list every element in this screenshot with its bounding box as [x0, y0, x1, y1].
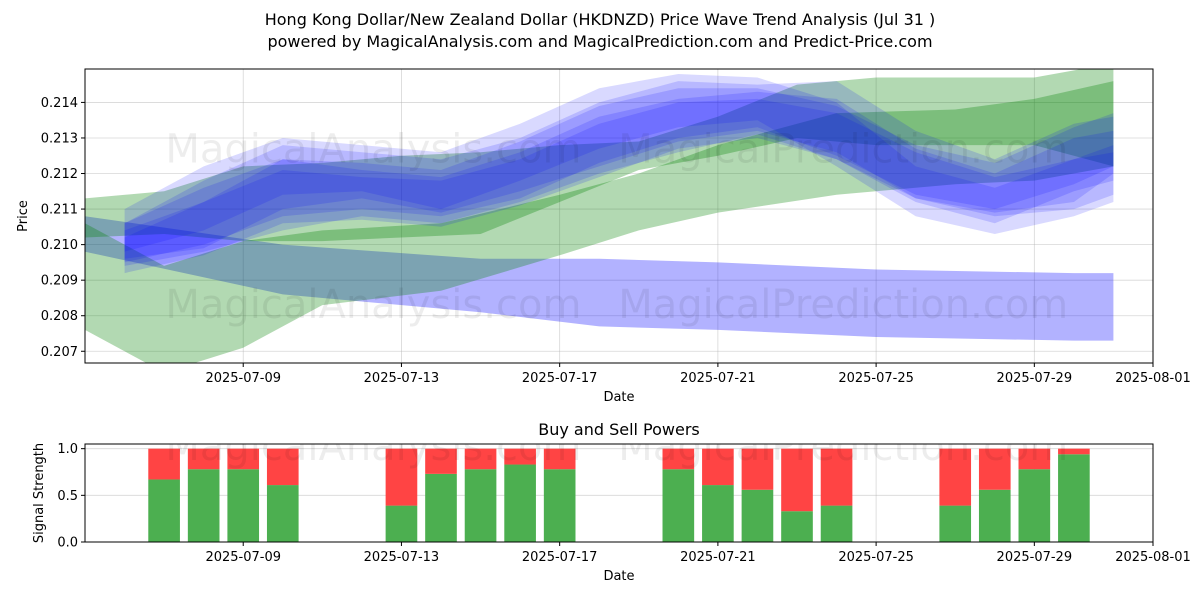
buy-bar	[504, 464, 536, 542]
x-tick-label: 2025-07-25	[838, 550, 914, 565]
buy-bar	[385, 505, 418, 542]
wave-band-blue-6	[124, 88, 1114, 263]
x-tick-label: 2025-07-17	[522, 550, 598, 565]
x-tick-label: 2025-07-13	[364, 371, 440, 386]
x-axis-label: Date	[603, 569, 634, 584]
x-tick-label: 2025-07-29	[997, 550, 1073, 565]
y-tick-label: 0.208	[41, 309, 78, 324]
wave-band-blue-4	[124, 91, 1114, 266]
buy-bar	[741, 489, 774, 542]
wave-band-green-1	[85, 81, 1114, 363]
buy-bar	[1058, 454, 1090, 542]
buy-bar	[781, 511, 813, 542]
wave-band-green-2	[85, 69, 1114, 242]
wave-band-blue-3	[124, 81, 1114, 259]
buy-bar	[1018, 469, 1051, 542]
watermark-text: MagicalAnalysis.com	[165, 126, 581, 172]
plot-area: MagicalAnalysis.com MagicalPrediction.com…	[85, 69, 1114, 363]
sell-bar	[464, 448, 497, 470]
sell-bar	[939, 448, 972, 506]
x-tick-label: 2025-07-09	[205, 371, 281, 386]
wave-band-blue-5	[124, 74, 1114, 252]
sell-bar	[148, 448, 180, 480]
y-tick-label: 0.5	[57, 489, 78, 504]
buy-bar	[702, 485, 734, 542]
watermark-text: MagicalPrediction.com	[618, 282, 1068, 328]
buy-bar	[662, 469, 695, 542]
y-tick-label: 0.212	[41, 167, 78, 182]
sell-bar	[1018, 448, 1051, 470]
watermark-text: MagicalAnalysis.com	[165, 424, 581, 470]
sell-bar	[702, 448, 734, 486]
buy-bar	[820, 505, 853, 542]
y-tick-label: 0.207	[41, 345, 78, 360]
subplot-title: Buy and Sell Powers	[538, 420, 700, 439]
x-tick-label: 2025-08-01	[1115, 371, 1191, 386]
y-tick-label: 0.214	[41, 96, 78, 111]
buy-bar	[148, 479, 180, 542]
y-tick-label: 1.0	[57, 442, 78, 457]
watermark-text: MagicalAnalysis.com	[165, 282, 581, 328]
axes-frame	[84, 68, 1154, 364]
sell-bar	[820, 448, 853, 506]
y-axis-label: Price	[16, 200, 31, 232]
buy-bar	[464, 469, 497, 542]
sell-bar	[978, 448, 1011, 490]
wave-band-blue-0	[85, 216, 1114, 341]
buy-bar	[227, 469, 260, 542]
x-tick-label: 2025-07-09	[205, 550, 281, 565]
watermark-text: MagicalPrediction.com	[618, 126, 1068, 172]
chart-subtitle: powered by MagicalAnalysis.com and Magic…	[267, 32, 933, 51]
buy-bar	[266, 485, 299, 542]
x-tick-label: 2025-07-29	[997, 371, 1073, 386]
plot-area: MagicalAnalysis.com MagicalPrediction.com	[148, 424, 1090, 542]
watermark-text: MagicalPrediction.com	[618, 424, 1068, 470]
buy-bar	[939, 505, 972, 542]
buy-bar	[425, 473, 457, 542]
x-axis-label: Date	[603, 390, 634, 405]
buy-bar	[543, 469, 576, 542]
buy-sell-power-plot: MagicalAnalysis.com MagicalPrediction.com…	[32, 420, 1191, 584]
y-axis-label: Signal Strength	[32, 443, 47, 543]
sell-bar	[425, 448, 457, 474]
y-tick-label: 0.211	[41, 203, 78, 218]
chart-title: Hong Kong Dollar/New Zealand Dollar (HKD…	[264, 10, 936, 29]
buy-bar	[187, 469, 220, 542]
sell-bar	[543, 448, 576, 470]
x-tick-label: 2025-07-21	[680, 550, 756, 565]
y-tick-label: 0.0	[57, 536, 78, 551]
sell-bar	[1058, 448, 1090, 455]
wave-band-blue-7	[124, 98, 1114, 274]
x-tick-label: 2025-07-17	[522, 371, 598, 386]
price-wave-plot: MagicalAnalysis.com MagicalPrediction.com…	[16, 68, 1191, 405]
y-tick-label: 0.213	[41, 131, 78, 146]
y-tick-label: 0.209	[41, 274, 78, 289]
sell-bar	[781, 448, 813, 512]
x-tick-label: 2025-07-13	[364, 550, 440, 565]
x-tick-label: 2025-08-01	[1115, 550, 1191, 565]
axes-frame	[84, 443, 1154, 543]
x-tick-label: 2025-07-21	[680, 371, 756, 386]
sell-bar	[504, 448, 536, 465]
x-tick-label: 2025-07-25	[838, 371, 914, 386]
y-tick-label: 0.210	[41, 238, 78, 253]
sell-bar	[741, 448, 774, 490]
sell-bar	[227, 448, 260, 470]
buy-bar	[978, 489, 1011, 542]
sell-bar	[266, 448, 299, 486]
sell-bar	[385, 448, 418, 506]
sell-bar	[187, 448, 220, 470]
sell-bar	[662, 448, 695, 470]
